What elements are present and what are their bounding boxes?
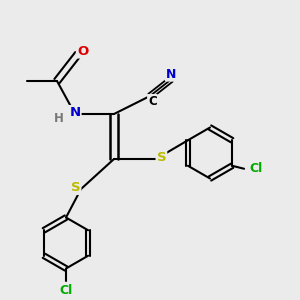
Text: S: S [157, 151, 166, 164]
Text: Cl: Cl [250, 162, 263, 175]
Text: O: O [77, 44, 88, 58]
Text: H: H [54, 112, 63, 125]
Text: S: S [71, 181, 80, 194]
Text: N: N [166, 68, 176, 81]
Text: N: N [69, 106, 81, 119]
Text: C: C [148, 95, 157, 108]
Text: Cl: Cl [59, 284, 73, 297]
